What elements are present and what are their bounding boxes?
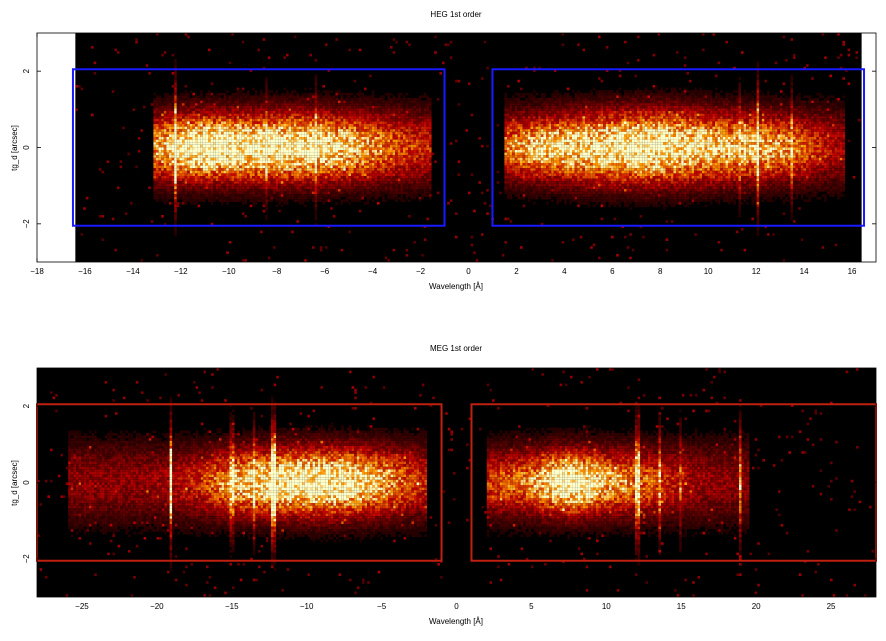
heg-xtick-label: −10 xyxy=(222,267,236,276)
heg-xtick-label: 2 xyxy=(514,267,519,276)
meg-xtick-label: −15 xyxy=(225,602,239,611)
heg-xtick-label: 12 xyxy=(752,267,761,276)
meg-xtick-label: 20 xyxy=(752,602,761,611)
heg-xlabel: Wavelength [Å] xyxy=(429,282,483,291)
heg-xtick-label: 16 xyxy=(848,267,857,276)
meg-xlabel: Wavelength [Å] xyxy=(429,617,483,626)
meg-xtick-label: −5 xyxy=(377,602,387,611)
meg-xtick-label: 25 xyxy=(827,602,836,611)
heg-xtick-label: 6 xyxy=(610,267,615,276)
heg-xtick-label: −16 xyxy=(78,267,92,276)
heg-title: HEG 1st order xyxy=(430,10,481,19)
meg-ytick-label: −2 xyxy=(22,554,31,564)
meg-xtick-label: 5 xyxy=(529,602,534,611)
heg-xtick-label: −8 xyxy=(272,267,282,276)
heg-xtick-label: −12 xyxy=(174,267,188,276)
meg-ylabel: tg_d [arcsec] xyxy=(10,460,19,506)
heg-xtick-label: 10 xyxy=(704,267,713,276)
heg-heatmap xyxy=(75,33,861,262)
meg-xtick-label: −10 xyxy=(300,602,314,611)
meg-xtick-label: 0 xyxy=(454,602,459,611)
heg-ytick-label: 0 xyxy=(22,145,31,150)
heg-ytick-label: −2 xyxy=(22,219,31,229)
meg-xtick-label: −20 xyxy=(150,602,164,611)
meg-xtick-label: 10 xyxy=(602,602,611,611)
meg-ytick-label: 2 xyxy=(22,403,31,408)
heg-xtick-label: 8 xyxy=(658,267,663,276)
meg-xtick-label: 15 xyxy=(677,602,686,611)
heg-xtick-label: 4 xyxy=(562,267,567,276)
heg-xtick-label: −2 xyxy=(416,267,426,276)
heg-panel: HEG 1st order −18 −16 −14 −12 −10 −8 −6 −4 −2 0 2 4… xyxy=(10,10,876,291)
meg-xtick-label: −25 xyxy=(75,602,89,611)
heg-xtick-label: −18 xyxy=(30,267,44,276)
meg-title: MEG 1st order xyxy=(430,344,482,353)
heg-xtick-label: −4 xyxy=(368,267,378,276)
heg-ylabel: tg_d [arcsec] xyxy=(10,125,19,171)
meg-ytick-label: 0 xyxy=(22,480,31,485)
heg-xtick-label: −14 xyxy=(126,267,140,276)
heg-xtick-label: 14 xyxy=(800,267,809,276)
heg-xtick-label: 0 xyxy=(466,267,471,276)
meg-heatmap xyxy=(37,368,876,597)
heg-xtick-label: −6 xyxy=(320,267,330,276)
heg-ytick-label: 2 xyxy=(22,68,31,73)
